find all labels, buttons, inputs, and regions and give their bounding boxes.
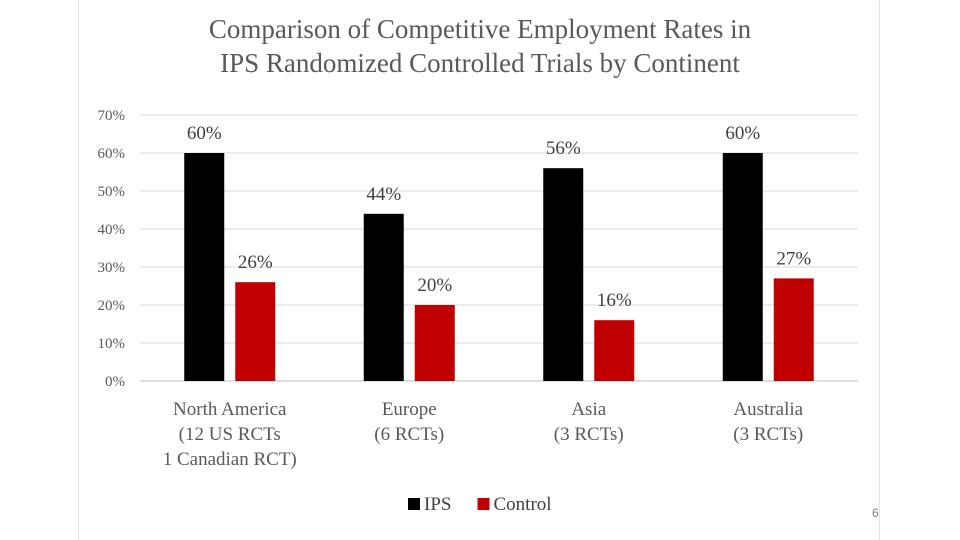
y-tick-label: 0% <box>105 374 125 390</box>
slide-frame <box>78 0 880 540</box>
chart-title: Comparison of Competitive Employment Rat… <box>80 12 880 80</box>
data-label: 16% <box>597 290 632 311</box>
bar-ips <box>543 168 584 381</box>
bar-ips <box>722 153 763 381</box>
y-tick-label: 20% <box>98 298 126 314</box>
data-label: 60% <box>725 123 760 144</box>
y-tick-label: 30% <box>98 260 126 276</box>
data-label: 56% <box>546 138 581 159</box>
bar-control <box>414 305 455 381</box>
legend-swatch-control <box>477 498 490 510</box>
bar-control <box>235 282 276 381</box>
y-tick-label: 70% <box>98 108 126 124</box>
data-label: 44% <box>366 184 401 205</box>
x-category-label: (3 RCTs) <box>554 424 624 445</box>
chart-title-line-1: Comparison of Competitive Employment Rat… <box>208 14 752 44</box>
y-tick-label: 10% <box>98 336 126 352</box>
legend-swatch-ips <box>408 498 420 510</box>
data-label: 60% <box>187 123 222 144</box>
bar-control <box>773 278 814 381</box>
x-category-label: Europe <box>382 399 437 420</box>
x-category-label: Australia <box>733 399 803 420</box>
y-tick-label: 40% <box>98 222 126 238</box>
y-tick-label: 60% <box>98 146 126 162</box>
x-category-label: 1 Canadian RCT) <box>163 449 297 470</box>
legend-label-ips: IPS <box>424 494 451 515</box>
bar-ips <box>184 153 225 381</box>
y-tick-label: 50% <box>98 184 126 200</box>
x-category-label: (3 RCTs) <box>733 424 803 445</box>
chart-title-line-2: IPS Randomized Controlled Trials by Cont… <box>220 48 740 78</box>
data-label: 27% <box>776 248 811 269</box>
x-category-label: (12 US RCTs <box>179 424 281 445</box>
legend-label-control: Control <box>494 494 552 515</box>
page-number: 6 <box>872 506 879 520</box>
data-label: 20% <box>417 275 452 296</box>
x-category-label: North America <box>173 399 287 420</box>
bar-ips <box>363 213 404 381</box>
bar-control <box>594 320 635 381</box>
x-category-label: (6 RCTs) <box>374 424 444 445</box>
data-label: 26% <box>238 252 273 273</box>
x-category-label: Asia <box>571 399 606 420</box>
